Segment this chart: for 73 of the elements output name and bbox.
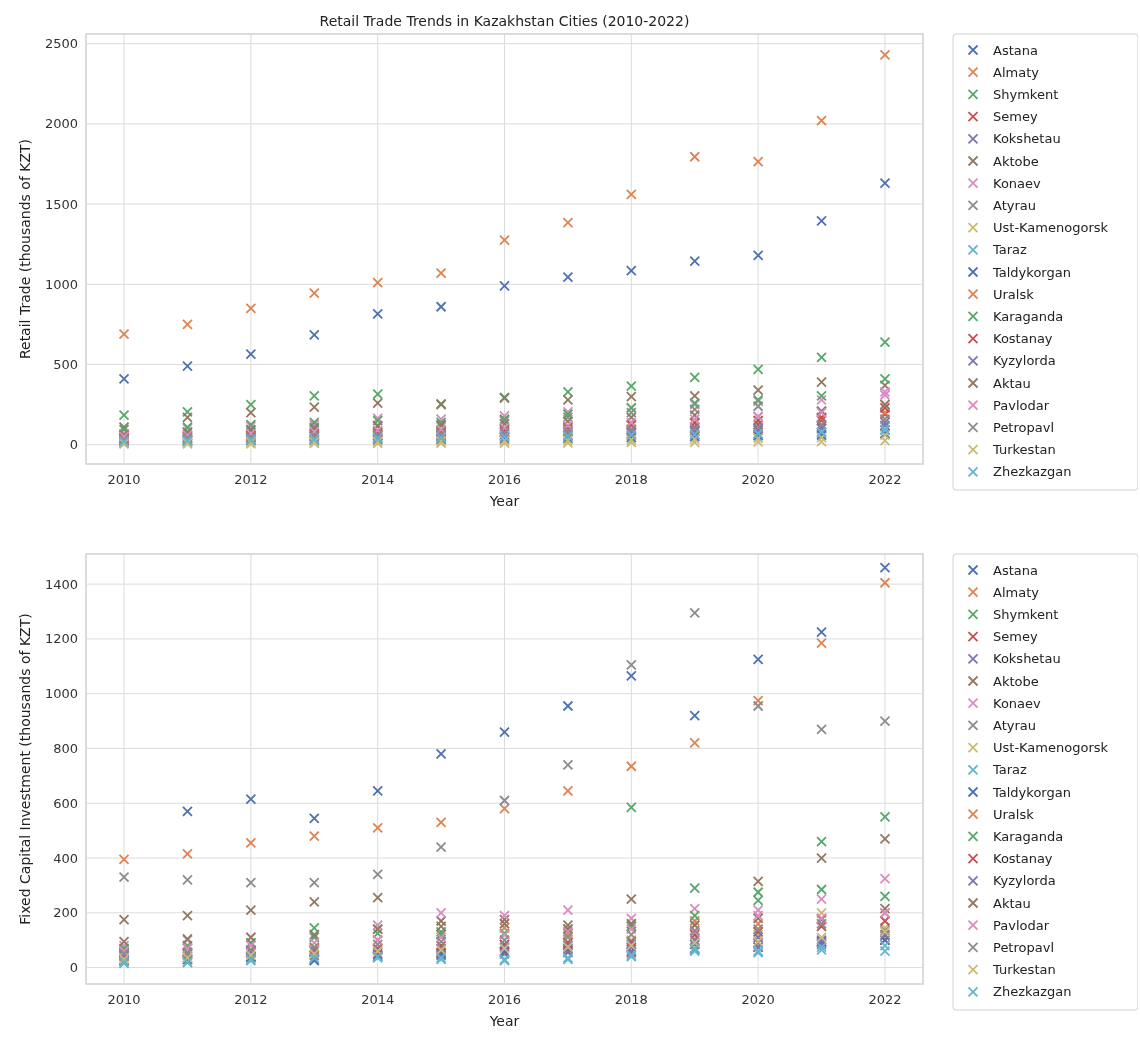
y-tick-label: 600 [53, 795, 78, 811]
x-tick-label: 2010 [107, 472, 141, 487]
y-tick-label: 800 [53, 740, 78, 756]
legend-label: Shymkent [993, 86, 1059, 102]
legend-label: Kostanay [993, 851, 1053, 867]
legend-label: Konaev [993, 175, 1042, 191]
legend-label: Atyrau [993, 197, 1037, 213]
x-tick-label: 2022 [868, 992, 902, 1007]
legend-label: Zhezkazgan [993, 464, 1072, 480]
x-tick-label: 2018 [614, 472, 648, 487]
legend-label: Aktau [993, 895, 1031, 911]
legend-label: Konaev [993, 695, 1042, 711]
x-tick-label: 2020 [741, 472, 775, 487]
legend-label: Karaganda [993, 308, 1064, 324]
chart-title: Retail Trade Trends in Kazakhstan Cities (2010-2022) [319, 13, 690, 29]
x-tick-label: 2018 [614, 992, 648, 1007]
legend-label: Semey [993, 629, 1038, 645]
legend-label: Turkestan [992, 442, 1056, 458]
x-tick-label: 2010 [107, 992, 141, 1007]
legend-label: Karaganda [993, 828, 1064, 844]
y-tick-label: 0 [69, 437, 78, 453]
legend-label: Taraz [992, 762, 1028, 778]
legend-label: Aktau [993, 375, 1031, 391]
y-tick-label: 2000 [44, 116, 78, 132]
legend-label: Pavlodar [993, 397, 1050, 413]
y-tick-label: 1400 [44, 576, 78, 592]
legend-label: Zhezkazgan [993, 984, 1072, 1000]
y-axis-title: Fixed Capital Investment (thousands of KZT) [17, 613, 33, 925]
legend-label: Taldykorgan [992, 784, 1071, 800]
y-tick-label: 400 [53, 850, 78, 866]
legend-label: Uralsk [993, 286, 1035, 302]
x-tick-label: 2016 [487, 472, 522, 487]
legend-label: Ust-Kamenogorsk [993, 220, 1109, 236]
x-axis-title: Year [488, 1013, 520, 1029]
x-tick-label: 2012 [234, 472, 268, 487]
y-tick-label: 1000 [44, 686, 78, 702]
y-tick-label: 1200 [44, 631, 78, 647]
legend-label: Kokshetau [993, 651, 1061, 667]
legend-label: Taldykorgan [992, 264, 1071, 280]
legend-label: Ust-Kamenogorsk [993, 740, 1109, 756]
x-tick-label: 2014 [361, 992, 395, 1007]
legend-label: Semey [993, 109, 1038, 125]
y-tick-label: 500 [53, 357, 78, 373]
x-tick-label: 2014 [361, 472, 395, 487]
y-tick-label: 0 [69, 960, 78, 976]
legend-label: Astana [993, 42, 1038, 58]
y-axis-title: Retail Trade (thousands of KZT) [17, 138, 33, 360]
legend-label: Kostanay [993, 331, 1053, 347]
x-axis-title: Year [488, 493, 520, 509]
legend-label: Pavlodar [993, 917, 1050, 933]
y-tick-label: 2500 [44, 36, 78, 52]
legend-label: Almaty [993, 64, 1040, 80]
legend-label: Aktobe [993, 673, 1039, 689]
legend-label: Kyzylorda [993, 873, 1056, 889]
y-tick-label: 1500 [44, 196, 78, 212]
legend-label: Taraz [992, 242, 1028, 258]
x-tick-label: 2020 [741, 992, 775, 1007]
legend-label: Atyrau [993, 717, 1037, 733]
legend-label: Kokshetau [993, 131, 1061, 147]
legend-label: Shymkent [993, 606, 1059, 622]
legend-label: Astana [993, 562, 1038, 578]
legend-label: Aktobe [993, 153, 1039, 169]
y-tick-label: 1000 [44, 276, 78, 292]
y-tick-label: 200 [53, 905, 78, 921]
legend-label: Turkestan [992, 962, 1056, 978]
legend-label: Petropavl [993, 939, 1055, 955]
legend-label: Kyzylorda [993, 353, 1056, 369]
legend-label: Almaty [993, 584, 1040, 600]
legend-label: Uralsk [993, 806, 1035, 822]
x-tick-label: 2022 [868, 472, 902, 487]
legend-label: Petropavl [993, 419, 1055, 435]
x-tick-label: 2016 [487, 992, 522, 1007]
x-tick-label: 2012 [234, 992, 268, 1007]
